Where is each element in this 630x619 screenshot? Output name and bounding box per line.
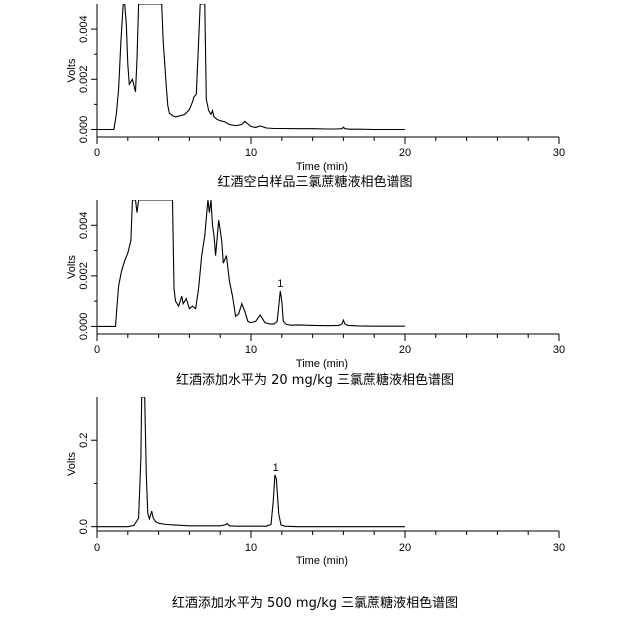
- chart-panel-1: 0 10 20 30 0.000 0.002 0.004 Time (min) Volts 红酒空…: [66, 4, 565, 190]
- x-tick-label: 0: [94, 147, 100, 159]
- y-axis-label: Volts: [66, 452, 78, 476]
- y-tick-label: 0.2: [78, 433, 90, 448]
- x-tick-label: 10: [245, 542, 257, 554]
- chart-panel-3: 0 10 20 30 0.0 0.2 Time (min) Volts 1 红酒添加水平为 500…: [66, 397, 565, 611]
- chromatogram-trace: [97, 397, 405, 528]
- x-tick-label: 30: [553, 542, 565, 554]
- x-tick-label: 10: [245, 147, 257, 159]
- x-axis-label: Time (min): [296, 555, 348, 567]
- peak-label: 1: [273, 462, 279, 474]
- peak-label: 1: [277, 278, 283, 290]
- y-tick-label: 0.000: [78, 116, 90, 144]
- x-tick-label: 0: [94, 542, 100, 554]
- x-axis-label: Time (min): [296, 358, 348, 370]
- y-tick-label: 0.004: [78, 15, 90, 43]
- x-tick-label: 20: [399, 542, 411, 554]
- x-tick-label: 20: [399, 147, 411, 159]
- y-tick-label: 0.004: [78, 212, 90, 240]
- chart-caption: 红酒空白样品三氯蔗糖液相色谱图: [217, 174, 412, 190]
- x-tick-label: 30: [553, 147, 565, 159]
- x-tick-label: 20: [399, 344, 411, 356]
- chart-caption: 红酒添加水平为 20 mg/kg 三氯蔗糖液相色谱图: [176, 372, 454, 388]
- y-tick-label: 0.000: [78, 313, 90, 341]
- y-tick-label: 0.002: [78, 262, 90, 290]
- chart-caption: 红酒添加水平为 500 mg/kg 三氯蔗糖液相色谱图: [172, 595, 458, 611]
- chromatogram-trace: [97, 200, 405, 327]
- y-axis-label: Volts: [66, 255, 78, 279]
- chromatogram-trace: [97, 4, 405, 131]
- y-tick-label: 0.002: [78, 66, 90, 94]
- y-tick-label: 0.0: [78, 519, 90, 534]
- x-axis-label: Time (min): [296, 161, 348, 173]
- chart-panel-2: 0 10 20 30 0.000 0.002 0.004 Time (min) Volts 1 红酒…: [66, 200, 565, 388]
- x-tick-label: 30: [553, 344, 565, 356]
- x-tick-label: 10: [245, 344, 257, 356]
- x-tick-label: 0: [94, 344, 100, 356]
- y-axis-label: Volts: [66, 58, 78, 82]
